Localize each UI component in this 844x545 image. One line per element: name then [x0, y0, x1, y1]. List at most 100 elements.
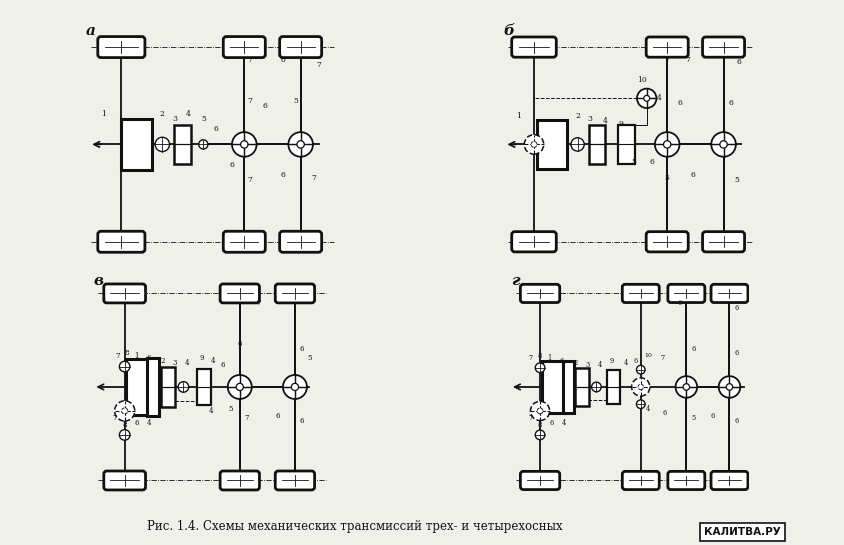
FancyBboxPatch shape	[98, 37, 145, 58]
Text: 7: 7	[528, 354, 533, 362]
FancyBboxPatch shape	[275, 284, 315, 303]
Circle shape	[683, 384, 690, 390]
Text: 4: 4	[146, 419, 151, 427]
Text: 6: 6	[280, 171, 285, 179]
Circle shape	[236, 383, 243, 391]
Text: 6: 6	[678, 99, 683, 107]
FancyBboxPatch shape	[521, 471, 560, 489]
FancyBboxPatch shape	[275, 471, 315, 490]
Text: 6: 6	[300, 416, 305, 425]
Circle shape	[711, 132, 736, 157]
Text: 8: 8	[125, 349, 129, 358]
Text: 4: 4	[625, 359, 629, 367]
FancyBboxPatch shape	[511, 232, 556, 252]
Text: 1: 1	[548, 354, 552, 362]
Bar	[563, 361, 574, 413]
Text: 6: 6	[146, 354, 151, 362]
Circle shape	[537, 408, 543, 414]
Circle shape	[637, 89, 657, 108]
Bar	[589, 125, 604, 164]
Text: 6: 6	[229, 161, 234, 169]
Text: 3: 3	[588, 115, 592, 123]
Text: 6: 6	[737, 58, 741, 66]
Text: 4: 4	[598, 361, 602, 370]
Bar	[576, 368, 588, 406]
Text: 6: 6	[276, 411, 280, 420]
FancyBboxPatch shape	[622, 284, 659, 302]
Text: 6: 6	[729, 99, 733, 107]
Text: 6: 6	[550, 419, 555, 427]
Text: 9: 9	[199, 354, 203, 362]
FancyBboxPatch shape	[622, 471, 659, 489]
Text: 5: 5	[293, 97, 298, 105]
Circle shape	[675, 376, 697, 398]
Text: 4: 4	[603, 117, 609, 125]
Circle shape	[636, 365, 645, 374]
Circle shape	[115, 401, 135, 421]
FancyBboxPatch shape	[220, 284, 259, 303]
Circle shape	[289, 132, 313, 157]
FancyBboxPatch shape	[279, 231, 322, 252]
Text: 10: 10	[636, 76, 647, 84]
Text: 5: 5	[307, 354, 311, 362]
Circle shape	[228, 375, 252, 399]
FancyBboxPatch shape	[711, 471, 748, 489]
Text: 7: 7	[247, 176, 252, 184]
Bar	[618, 125, 635, 164]
Text: КАЛИТВА.РУ: КАЛИТВА.РУ	[705, 527, 781, 537]
Bar	[148, 358, 160, 416]
Circle shape	[531, 401, 549, 421]
Circle shape	[720, 141, 728, 148]
FancyBboxPatch shape	[521, 284, 560, 302]
Text: 5: 5	[201, 115, 206, 123]
Text: 4: 4	[211, 356, 216, 365]
Text: 6: 6	[711, 411, 715, 420]
Circle shape	[663, 141, 671, 148]
Text: 1: 1	[101, 110, 106, 118]
Circle shape	[283, 375, 307, 399]
Text: 6: 6	[300, 344, 305, 353]
Circle shape	[638, 384, 643, 390]
Text: 7: 7	[247, 97, 252, 105]
Text: 7: 7	[316, 61, 321, 69]
Text: 2: 2	[575, 112, 580, 120]
Text: 1: 1	[517, 112, 521, 120]
Text: 4: 4	[562, 419, 566, 427]
Circle shape	[726, 384, 733, 390]
Text: в: в	[94, 274, 104, 288]
Text: 6: 6	[280, 56, 285, 64]
Text: 7: 7	[665, 56, 669, 64]
Text: 7: 7	[245, 414, 249, 422]
FancyBboxPatch shape	[647, 37, 688, 57]
Text: 9: 9	[610, 356, 614, 365]
Text: 5: 5	[631, 159, 636, 166]
Text: 3: 3	[173, 359, 177, 367]
Text: 6: 6	[734, 349, 738, 358]
Bar	[607, 370, 619, 404]
Text: а: а	[85, 24, 95, 38]
Circle shape	[719, 376, 740, 398]
Text: 6: 6	[677, 299, 681, 307]
Text: 7: 7	[660, 354, 664, 362]
FancyBboxPatch shape	[224, 37, 265, 58]
Text: 2: 2	[161, 356, 165, 365]
Text: 4: 4	[208, 407, 214, 415]
Text: Рис. 1.4. Схемы механических трансмиссий трех- и четырехосных: Рис. 1.4. Схемы механических трансмиссий…	[147, 520, 562, 533]
Circle shape	[198, 140, 208, 149]
FancyBboxPatch shape	[647, 232, 688, 252]
Text: 8: 8	[122, 421, 127, 429]
Text: 7: 7	[257, 299, 261, 307]
Text: 6: 6	[649, 159, 654, 166]
Circle shape	[119, 429, 130, 440]
Text: 5: 5	[228, 404, 232, 413]
FancyBboxPatch shape	[702, 232, 744, 252]
Text: 7: 7	[685, 56, 690, 64]
Text: 1: 1	[134, 352, 139, 360]
Circle shape	[178, 382, 189, 392]
Text: 7: 7	[116, 352, 120, 360]
Circle shape	[291, 383, 299, 391]
Text: 6: 6	[214, 125, 219, 133]
Bar	[175, 125, 191, 164]
FancyBboxPatch shape	[511, 37, 556, 57]
Text: г: г	[511, 274, 520, 288]
